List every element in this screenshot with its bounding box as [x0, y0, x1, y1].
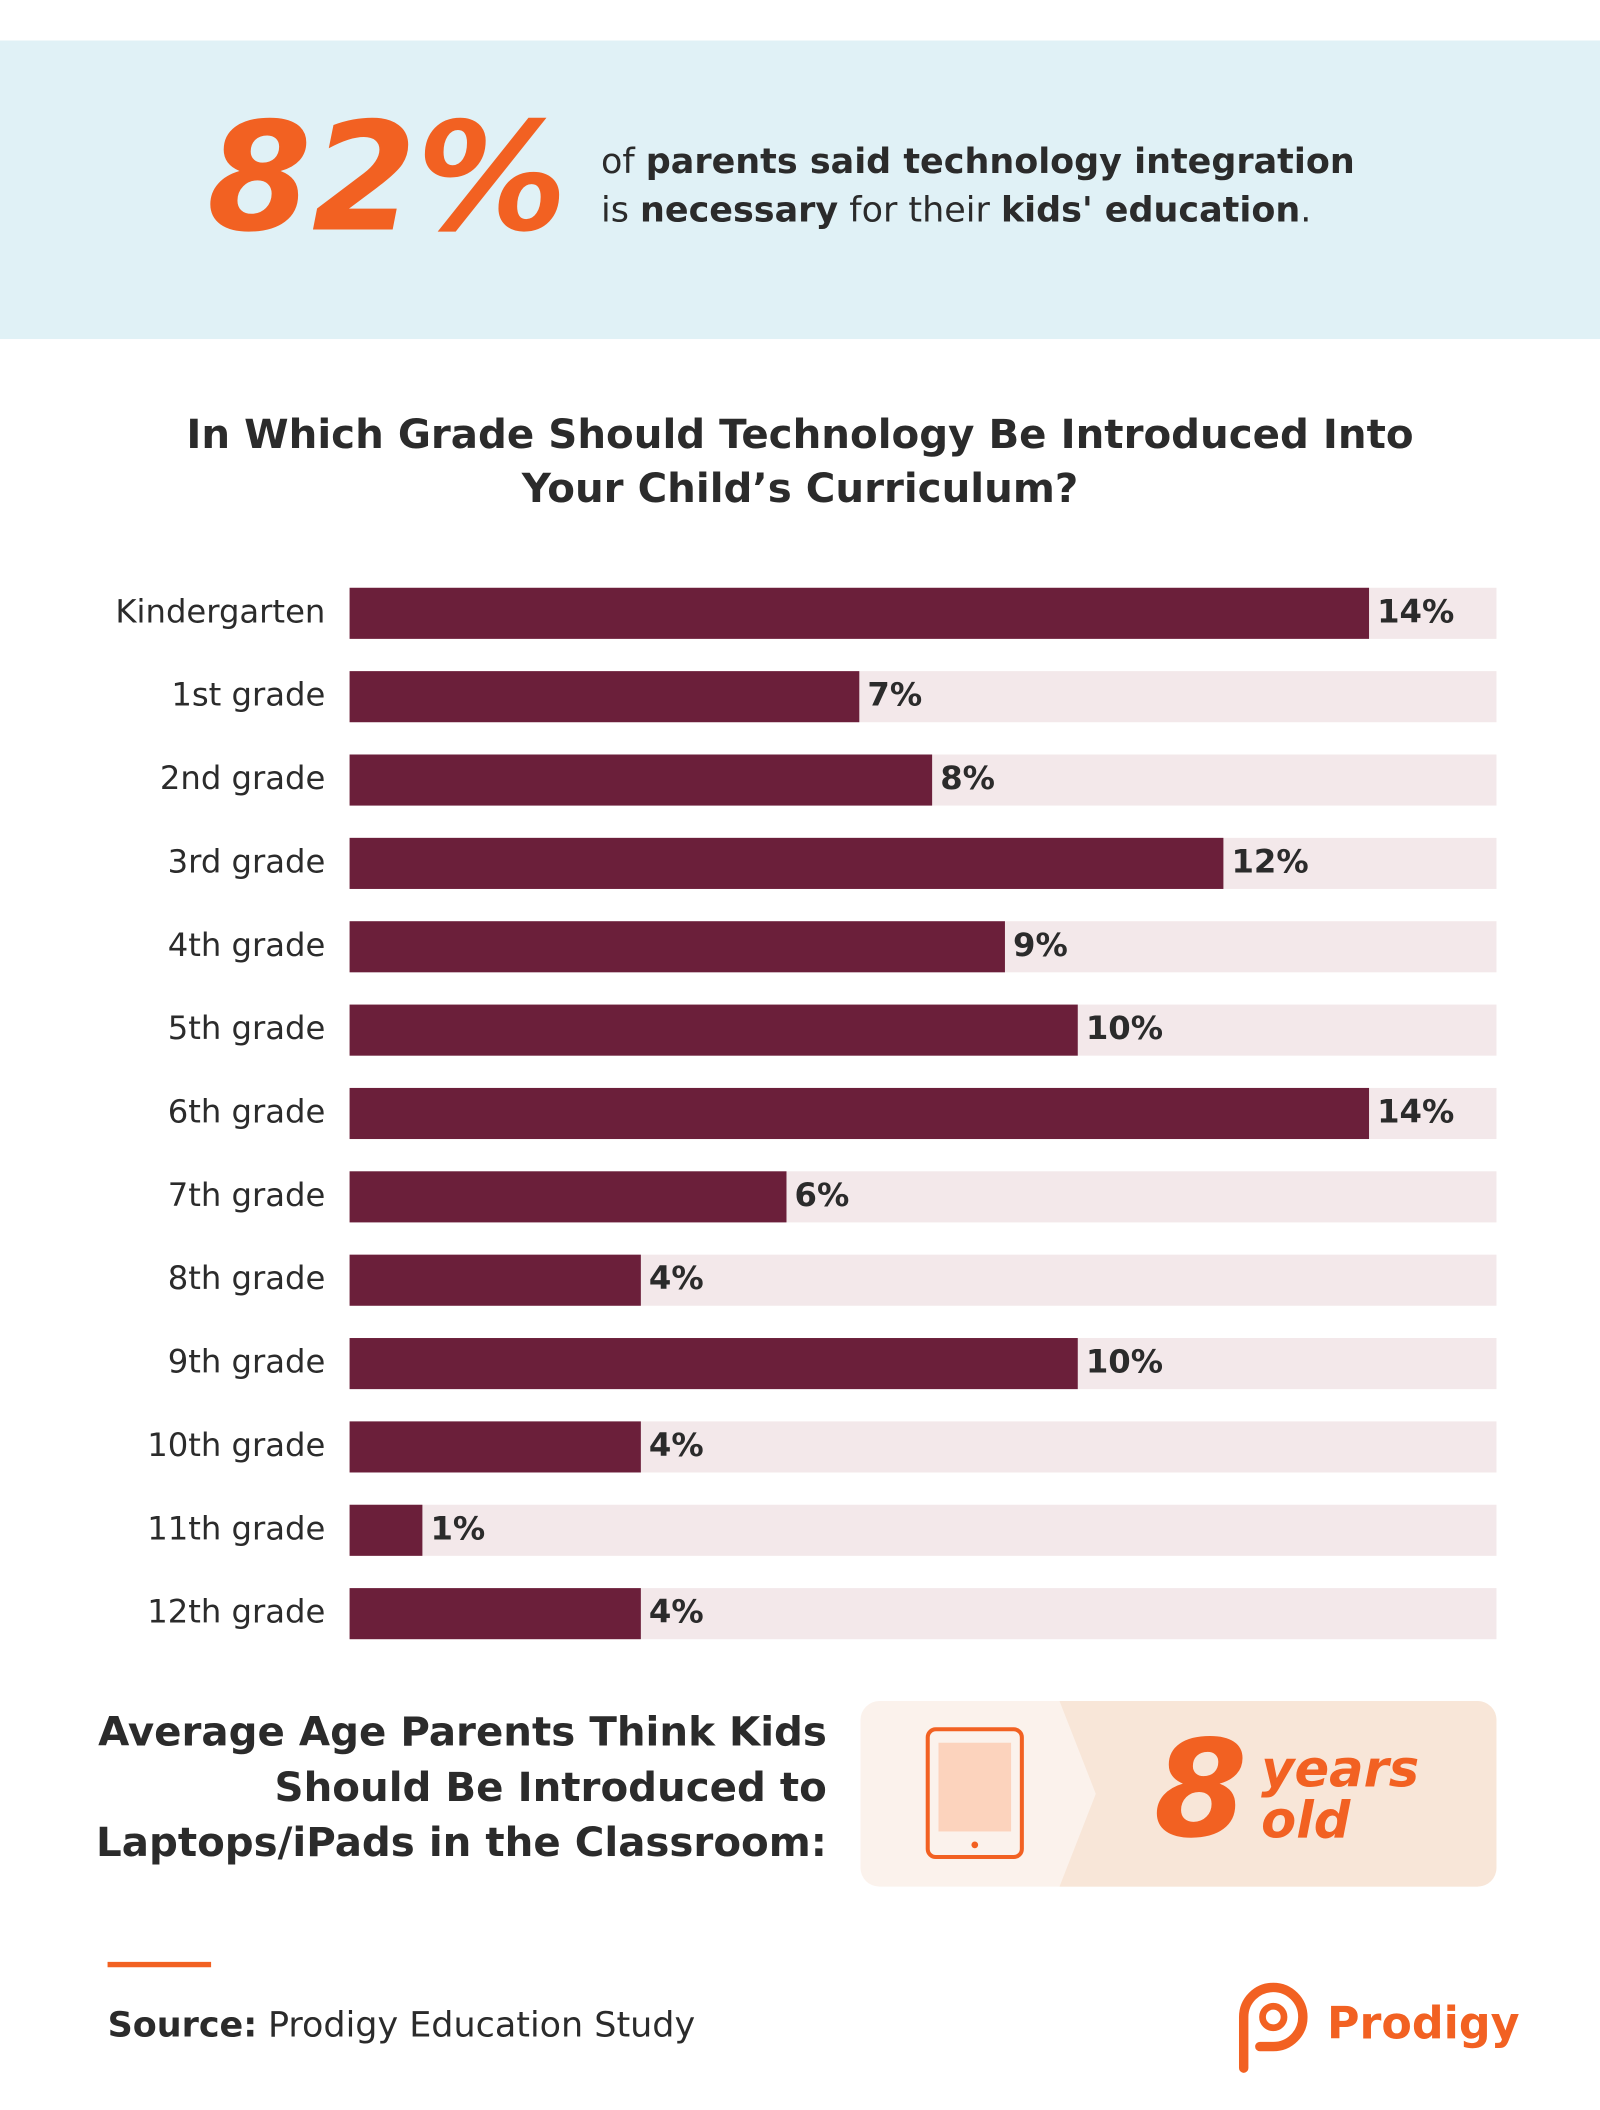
value-label: 1% — [430, 1509, 485, 1547]
bar — [349, 754, 933, 806]
bar — [349, 1504, 423, 1556]
value-label: 14% — [1377, 1092, 1454, 1130]
banner-segment: for their — [838, 190, 1001, 230]
value-label: 4% — [649, 1259, 704, 1297]
age-heading: Average Age Parents Think Kids Should Be … — [96, 1709, 827, 1866]
logo-icon-inner — [1259, 2002, 1288, 2032]
category-label: 6th grade — [168, 1092, 326, 1130]
tablet-screen — [938, 1742, 1012, 1832]
bar-track — [349, 1504, 1497, 1556]
tablet-icon — [925, 1727, 1024, 1860]
value-label: 6% — [795, 1176, 850, 1214]
age-heading-line: Average Age Parents Think Kids — [98, 1709, 827, 1756]
value-label: 7% — [867, 676, 922, 714]
bar — [349, 837, 1224, 889]
brand-name: Prodigy — [1327, 1998, 1520, 2049]
category-label: 1st grade — [171, 676, 325, 714]
chart-title: Your Child’s Curriculum? — [521, 465, 1079, 512]
tablet-button — [971, 1841, 979, 1849]
banner-segment: parents said technology integration — [646, 142, 1355, 182]
value-label: 9% — [1013, 926, 1068, 964]
banner-line: of parents said technology integration — [601, 142, 1355, 182]
category-label: 7th grade — [168, 1176, 326, 1214]
bar — [349, 921, 1005, 973]
bar — [349, 587, 1370, 639]
age-unit: years — [1261, 1740, 1419, 1799]
bar-chart: In Which Grade Should Technology Be Intr… — [115, 411, 1497, 1640]
banner-line: is necessary for their kids' education. — [601, 190, 1311, 230]
bar — [349, 1338, 1078, 1390]
category-label: Kindergarten — [115, 592, 325, 630]
age-unit: old — [1261, 1791, 1351, 1850]
banner-stat: 82% — [207, 89, 567, 265]
age-number: 8 — [1154, 1711, 1248, 1868]
category-label: 3rd grade — [168, 842, 326, 880]
banner-text: of parents said technology integrationis… — [601, 142, 1355, 230]
brand-logo: Prodigy — [1238, 1982, 1520, 2073]
value-label: 4% — [649, 1426, 704, 1464]
banner-segment: necessary — [640, 190, 838, 230]
category-label: 4th grade — [168, 926, 326, 964]
source-label: Source: — [108, 2005, 258, 2045]
category-label: 5th grade — [168, 1009, 326, 1047]
category-label: 12th grade — [147, 1593, 325, 1631]
bar — [349, 1421, 641, 1473]
chart-title: In Which Grade Should Technology Be Intr… — [186, 411, 1413, 458]
bar — [349, 1588, 641, 1640]
banner-background — [0, 40, 1600, 340]
bar — [349, 1171, 787, 1223]
logo-icon — [1238, 1982, 1308, 2073]
bar — [349, 671, 860, 723]
age-box-highlight — [1059, 1701, 1497, 1887]
value-label: 10% — [1086, 1009, 1163, 1047]
bar — [349, 1254, 641, 1306]
bar — [349, 1087, 1370, 1140]
value-label: 8% — [940, 759, 995, 797]
banner-segment: . — [1300, 190, 1311, 230]
bar — [349, 1004, 1078, 1056]
category-label: 10th grade — [147, 1426, 325, 1464]
value-label: 10% — [1086, 1343, 1163, 1381]
value-label: 14% — [1377, 592, 1454, 630]
banner-segment: is — [601, 190, 640, 230]
value-label: 4% — [649, 1593, 704, 1631]
source-text: Prodigy Education Study — [268, 2005, 695, 2045]
category-label: 11th grade — [147, 1509, 325, 1547]
category-label: 2nd grade — [160, 759, 325, 797]
source: Source: Prodigy Education Study — [108, 2005, 696, 2045]
category-label: 8th grade — [168, 1259, 326, 1297]
age-heading-line: Should Be Introduced to — [275, 1764, 827, 1811]
banner-segment: of — [601, 142, 646, 182]
category-label: 9th grade — [168, 1343, 326, 1381]
banner-segment: kids' education — [1001, 190, 1300, 230]
age-heading-line: Laptops/iPads in the Classroom: — [96, 1819, 827, 1866]
value-label: 12% — [1231, 842, 1308, 880]
